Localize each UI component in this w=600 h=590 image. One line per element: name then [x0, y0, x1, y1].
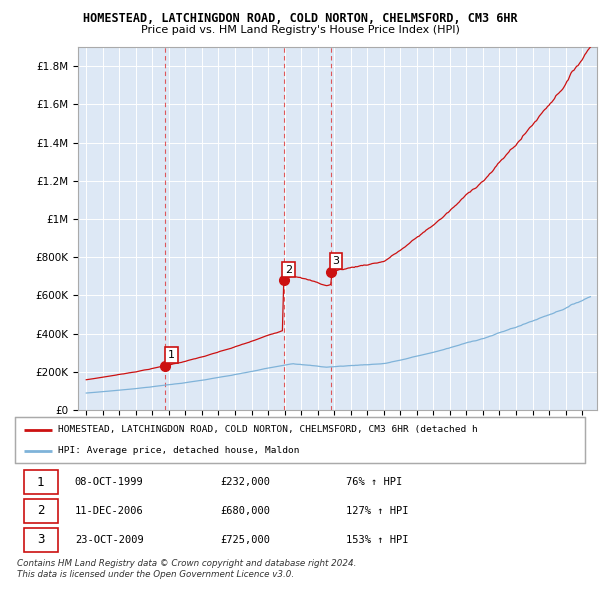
- Text: 1: 1: [37, 476, 44, 489]
- Text: 153% ↑ HPI: 153% ↑ HPI: [346, 535, 408, 545]
- Text: This data is licensed under the Open Government Licence v3.0.: This data is licensed under the Open Gov…: [17, 570, 294, 579]
- Text: Contains HM Land Registry data © Crown copyright and database right 2024.: Contains HM Land Registry data © Crown c…: [17, 559, 356, 568]
- Text: HPI: Average price, detached house, Maldon: HPI: Average price, detached house, Mald…: [58, 446, 299, 455]
- Text: 2: 2: [285, 265, 292, 275]
- Bar: [23, 470, 58, 494]
- Text: 127% ↑ HPI: 127% ↑ HPI: [346, 506, 408, 516]
- Text: 3: 3: [37, 533, 44, 546]
- Text: 1: 1: [168, 350, 175, 360]
- Bar: [23, 527, 58, 552]
- Text: £232,000: £232,000: [220, 477, 270, 487]
- Text: Price paid vs. HM Land Registry's House Price Index (HPI): Price paid vs. HM Land Registry's House …: [140, 25, 460, 35]
- Text: 11-DEC-2006: 11-DEC-2006: [75, 506, 143, 516]
- Text: £725,000: £725,000: [220, 535, 270, 545]
- Text: HOMESTEAD, LATCHINGDON ROAD, COLD NORTON, CHELMSFORD, CM3 6HR (detached h: HOMESTEAD, LATCHINGDON ROAD, COLD NORTON…: [58, 425, 478, 434]
- Text: £680,000: £680,000: [220, 506, 270, 516]
- Text: 76% ↑ HPI: 76% ↑ HPI: [346, 477, 402, 487]
- Text: 23-OCT-2009: 23-OCT-2009: [75, 535, 143, 545]
- Bar: [23, 499, 58, 523]
- Text: 3: 3: [332, 256, 340, 266]
- Text: 08-OCT-1999: 08-OCT-1999: [75, 477, 143, 487]
- Text: HOMESTEAD, LATCHINGDON ROAD, COLD NORTON, CHELMSFORD, CM3 6HR: HOMESTEAD, LATCHINGDON ROAD, COLD NORTON…: [83, 12, 517, 25]
- Text: 2: 2: [37, 504, 44, 517]
